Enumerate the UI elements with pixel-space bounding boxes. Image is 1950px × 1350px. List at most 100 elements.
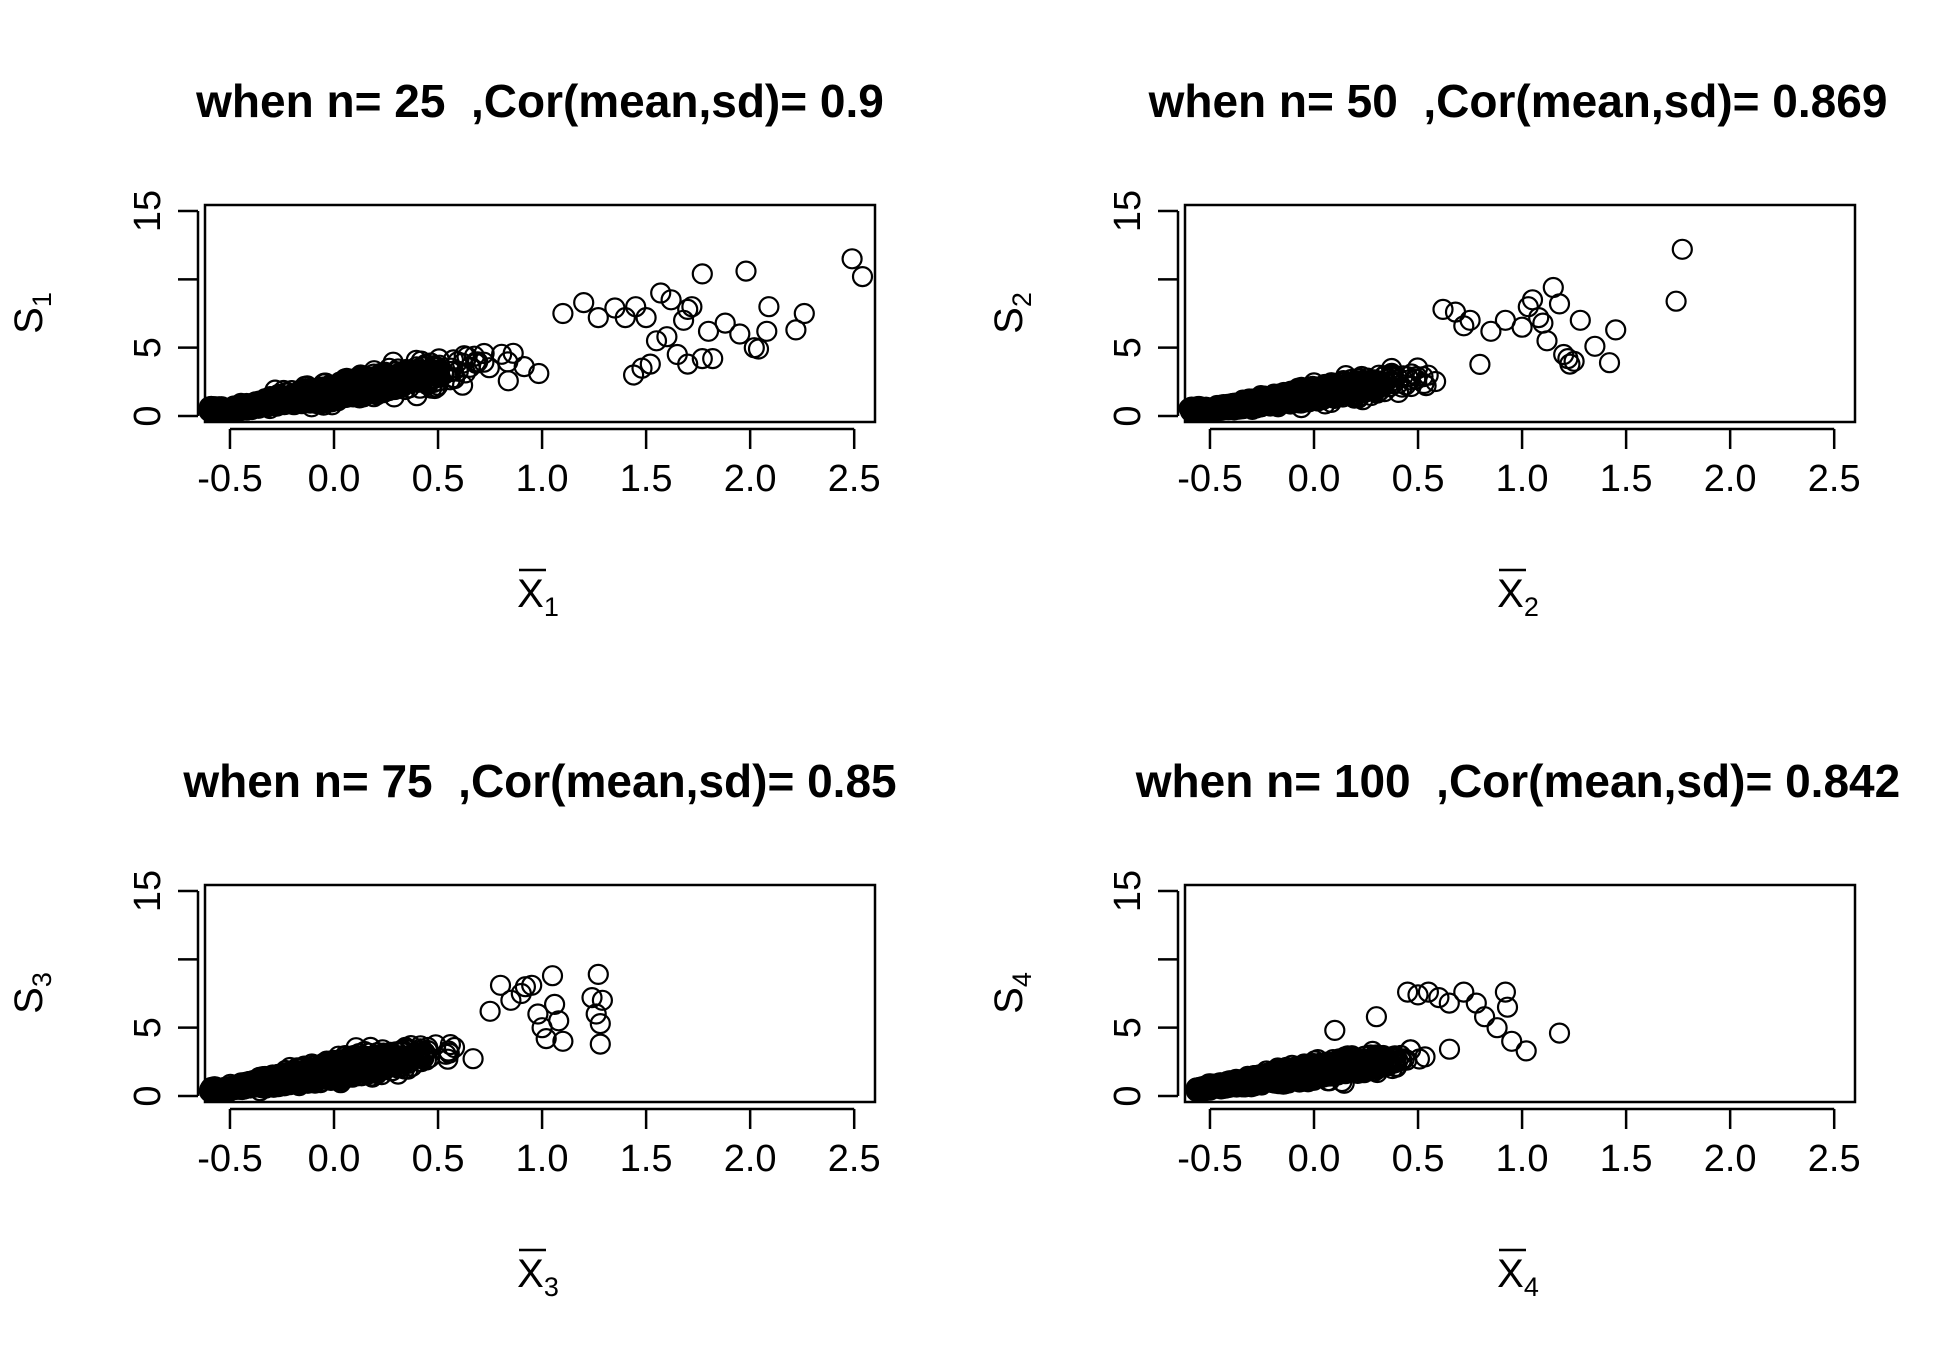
data-point <box>635 307 657 329</box>
data-point <box>1536 330 1558 352</box>
data-point <box>660 289 682 311</box>
data-point <box>702 348 724 370</box>
panel-3-points <box>198 963 614 1103</box>
x-tick-label: 0.0 <box>1288 1138 1341 1180</box>
x-tick-label: 2.5 <box>1808 1138 1861 1180</box>
panel-2: when n= 50 ,Cor(mean,sd)= 0.869 -0.5 0.0 0… <box>987 75 1887 622</box>
data-point <box>479 1000 501 1022</box>
panel-1-y-axis-label: S1 <box>7 292 57 334</box>
data-point <box>587 307 609 329</box>
x-tick-label: 1.5 <box>1600 458 1653 500</box>
x-tick-label: 2.5 <box>1808 458 1861 500</box>
data-point <box>236 399 258 421</box>
x-tick-label: 1.0 <box>516 1138 569 1180</box>
data-point <box>573 292 595 314</box>
x-tick-label: 0.5 <box>1392 1138 1445 1180</box>
data-point <box>1584 335 1606 357</box>
panel-1-x-axis-label: X1 <box>517 572 559 622</box>
panel-2-y-axis-label: S2 <box>987 292 1037 334</box>
panel-2-title: when n= 50 ,Cor(mean,sd)= 0.869 <box>1148 75 1888 127</box>
panel-4-points <box>1185 981 1571 1102</box>
y-tick-label: 5 <box>127 1017 169 1038</box>
data-point <box>1432 298 1454 320</box>
data-point <box>473 342 495 365</box>
data-point <box>645 330 668 352</box>
x-tick-label: 1.5 <box>620 1138 673 1180</box>
data-point <box>841 248 863 270</box>
panel-2-points <box>1178 238 1693 423</box>
data-point <box>587 963 609 986</box>
data-point <box>305 384 327 406</box>
data-point <box>207 401 229 423</box>
data-point <box>1532 312 1554 334</box>
data-point <box>758 296 780 318</box>
x-tick-label: 1.5 <box>1600 1138 1653 1180</box>
data-point <box>1517 296 1539 318</box>
data-point <box>1459 309 1481 331</box>
x-tick-label: -0.5 <box>197 458 262 500</box>
data-point <box>337 377 359 399</box>
y-tick-label: 0 <box>1107 405 1149 426</box>
data-point <box>1671 238 1693 260</box>
panel-3: when n= 75 ,Cor(mean,sd)= 0.85 -0.5 0.0 0.… <box>7 755 897 1302</box>
x-tick-label: 2.0 <box>1704 1138 1757 1180</box>
panel-3-y-axis-label: S3 <box>7 972 57 1014</box>
data-point <box>1444 301 1467 323</box>
panel-3-x-axis-label: X3 <box>517 1252 559 1302</box>
data-point <box>1469 353 1491 375</box>
data-point <box>552 302 574 325</box>
data-point <box>478 357 500 379</box>
y-tick-label: 5 <box>1107 1017 1149 1038</box>
x-tick-label: 1.0 <box>516 458 569 500</box>
data-point <box>785 319 807 341</box>
data-point <box>528 362 550 385</box>
data-point <box>691 348 713 370</box>
panel-1-plot-frame <box>203 203 877 424</box>
data-point <box>491 343 513 365</box>
data-point <box>851 266 874 288</box>
data-point <box>453 345 475 367</box>
panel-2-x-axis-label: X2 <box>1497 572 1539 622</box>
x-tick-label: -0.5 <box>197 1138 262 1180</box>
data-point <box>443 367 465 389</box>
data-point <box>473 351 495 373</box>
data-point <box>672 309 695 331</box>
x-tick-label: 1.0 <box>1496 458 1549 500</box>
x-tick-label: 0.0 <box>1288 458 1341 500</box>
x-tick-label: 2.0 <box>724 458 777 500</box>
panel-1-points <box>198 248 874 423</box>
data-point <box>1453 315 1475 337</box>
y-tick-label: 15 <box>1107 870 1149 912</box>
data-point <box>691 263 713 285</box>
data-point <box>756 320 778 342</box>
panel-3-title: when n= 75 ,Cor(mean,sd)= 0.85 <box>182 755 896 807</box>
data-point <box>589 1033 611 1055</box>
y-tick-label: 15 <box>127 190 169 232</box>
data-point <box>747 338 770 360</box>
x-tick-label: 2.5 <box>828 1138 881 1180</box>
data-point <box>1528 307 1550 329</box>
panel-1: when n= 25 ,Cor(mean,sd)= 0.9 -0.5 0.0 0.5… <box>7 75 884 622</box>
data-point <box>1569 309 1591 331</box>
data-point <box>462 1048 484 1070</box>
x-tick-label: -0.5 <box>1177 1138 1242 1180</box>
data-point <box>497 370 519 392</box>
data-point <box>288 386 310 408</box>
x-tick-label: 1.5 <box>620 458 673 500</box>
data-point <box>394 369 416 391</box>
panel-2-x-axis: -0.5 0.0 0.5 1.0 1.5 2.0 2.5 <box>1177 427 1861 500</box>
data-point <box>677 353 699 375</box>
data-point <box>735 260 757 282</box>
data-point <box>793 302 815 325</box>
data-point <box>677 298 699 320</box>
y-tick-label: 5 <box>1107 337 1149 358</box>
data-point <box>502 342 524 364</box>
panel-4: when n= 100 ,Cor(mean,sd)= 0.842 -0.5 0.0… <box>987 755 1900 1302</box>
panel-1-x-axis: -0.5 0.0 0.5 1.0 1.5 2.0 2.5 <box>197 427 881 500</box>
data-point <box>296 386 318 408</box>
panel-4-x-axis: -0.5 0.0 0.5 1.0 1.5 2.0 2.5 <box>1177 1107 1861 1180</box>
